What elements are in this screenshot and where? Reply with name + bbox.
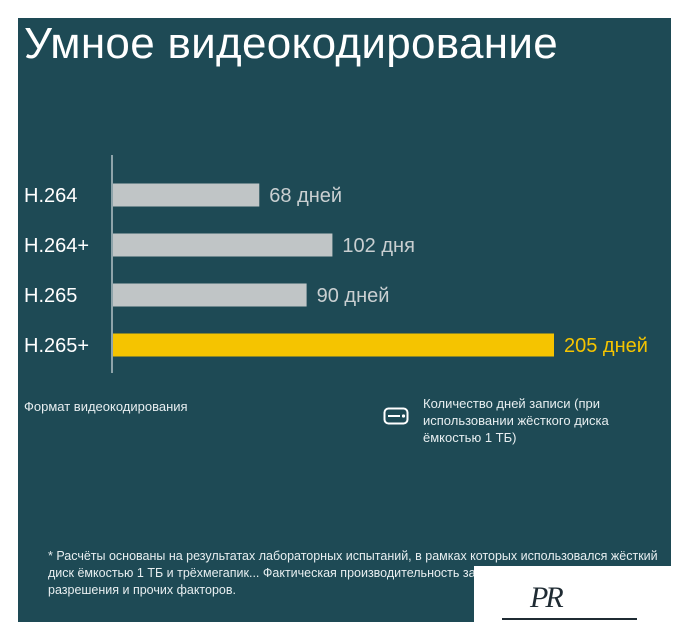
infographic-panel: Умное видеокодирование H.264 68 дней H.264… <box>18 18 671 622</box>
value-label: 90 дней <box>317 285 390 307</box>
value-label: 205 дней <box>564 335 648 357</box>
axis-title: Формат видеокодирования <box>24 399 188 414</box>
legend-text: Количество дней записи (при использовани… <box>423 396 609 445</box>
bar <box>113 183 260 207</box>
bar-chart: H.264 68 дней H.264+ 102 дня H.265 90 дней H.2… <box>24 155 648 373</box>
category-label: H.264 <box>24 185 77 207</box>
value-label: 68 дней <box>269 185 342 207</box>
value-label: 102 дня <box>342 235 414 257</box>
category-label: H.265 <box>24 285 77 307</box>
logo-mark: PR <box>530 581 564 614</box>
logo-underline <box>502 618 637 620</box>
logo: PR <box>474 566 691 640</box>
category-label: H.264+ <box>24 235 89 257</box>
bar <box>113 283 307 307</box>
category-label: H.265+ <box>24 335 89 357</box>
page-title: Умное видеокодирование <box>24 19 558 68</box>
footnote: * Расчёты основаны на результатах лабора… <box>48 549 658 597</box>
hdd-icon <box>383 407 409 425</box>
bar <box>113 333 554 357</box>
bar <box>113 233 333 257</box>
